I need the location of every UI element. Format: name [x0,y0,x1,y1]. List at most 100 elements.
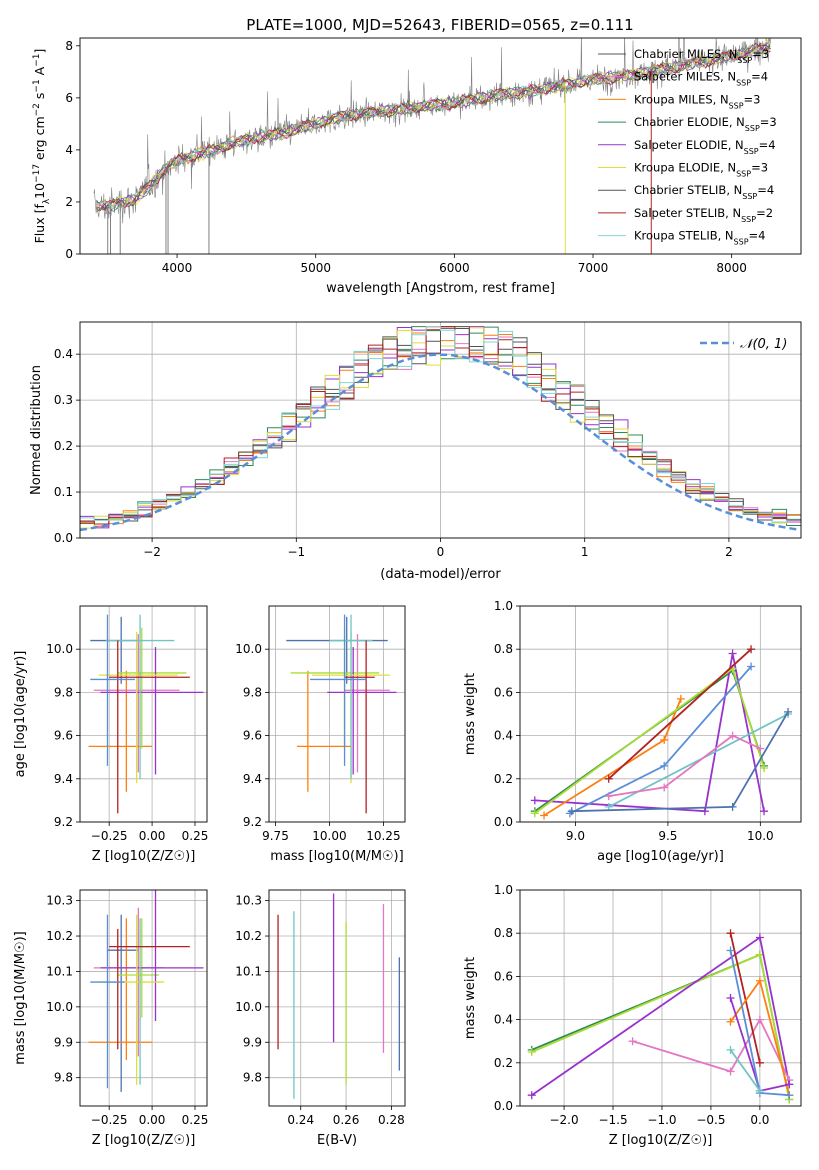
legend-sub: SSP [736,78,751,87]
legend-label: Kroupa STELIB, N [634,229,734,243]
y-tick-label: 9.9 [243,1035,262,1049]
y-tick-label: 1.0 [494,883,513,897]
weight-marker [784,707,793,716]
weight-marker [785,1080,794,1089]
model-spectrum-8 [96,43,771,210]
weight-marker [760,807,769,816]
plot-area-age_vs_Z [80,606,207,822]
y-tick-label: 1.0 [494,599,513,613]
y-tick-label: 0.3 [54,393,73,407]
weight-marker [676,694,685,703]
y-tick-label: 0.0 [54,531,73,545]
axes-frame [519,605,802,823]
x-tick-label: −0.25 [91,1113,128,1127]
y-tick-label: 9.6 [243,729,262,743]
x-axis-label: wavelength [Angstrom, rest frame] [326,281,555,296]
legend-entry: Salpeter ELODIE, NSSP=4 [634,138,776,156]
y-tick-label: 9.2 [243,815,262,829]
legend-entry: Chabrier STELIB, NSSP=4 [634,183,774,201]
y-tick-label: 9.8 [243,685,262,699]
y-tick-label: 0.6 [494,969,513,983]
legend-entry: Salpeter MILES, NSSP=4 [634,70,768,88]
x-tick-label: −1.5 [598,1113,627,1127]
y-axis-label-part: λ [42,198,52,204]
plot-area-residuals [80,322,801,538]
y-tick-label: 0.8 [494,926,513,940]
y-tick-label: 8 [65,39,73,53]
y-tick-label: 10.2 [235,929,262,943]
y-tick-label: 0.4 [494,729,513,743]
weight-marker [660,761,669,770]
y-tick-label: 10.2 [46,929,73,943]
plot-area-weight_vs_age [520,606,801,822]
weight-marker [604,774,613,783]
x-tick-label: 5000 [300,261,331,275]
plot-area-spectrum [93,38,771,254]
panel-age_vs_Z: −0.25 0.00 0.25 9.2 9.4 9.6 9.8 10.0 Z [log10(Z/… [13,605,208,864]
weight-marker [755,1058,764,1067]
axes-frame [79,321,802,539]
legend-sub: SSP [742,192,757,201]
x-tick-label: −1 [287,545,305,559]
panel-age_vs_mass: 9.75 10.00 10.25 9.2 9.4 9.6 9.8 10.0 mass [log1… [235,605,406,864]
weight-line-4 [729,933,761,1063]
weight-line-4 [608,648,752,780]
y-axis-label-part: erg cm [32,116,47,164]
legend-label: Chabrier MILES, N [634,47,737,61]
x-axis-label: age [log10(age/yr)] [597,849,724,864]
weight-marker [628,1037,637,1046]
panel-residuals: −2 −1 0 1 2 0.0 0.1 0.2 0.3 0.4 (data-model)/error… [29,321,802,582]
legend-entry: Kroupa MILES, NSSP=3 [634,92,760,110]
weight-line-8 [729,1049,761,1092]
panel-weight_vs_age: 9.0 9.5 10.0 0.0 0.2 0.4 0.6 0.8 1.0 age [log10(a… [463,599,802,864]
weight-marker [726,1067,735,1076]
legend-entry: 𝒩(0, 1) [740,337,787,352]
x-tick-label: 9.0 [566,829,585,843]
y-tick-label: 2 [65,195,73,209]
y-axis-label: Flux [fλ10−17 erg cm−2 s−1 A−1] [32,49,52,244]
y-axis-label: Normed distribution [29,365,44,495]
legend-suffix: =3 [744,92,761,106]
legend-sub: SSP [744,146,759,155]
panel-weight_vs_Z: −2.0 −1.5 −1.0 −0.5 0.0 0.0 0.2 0.4 0.6 0.8 1.0 Z [… [463,883,802,1148]
weight-marker [726,1017,735,1026]
residual-histogram-8 [80,326,801,523]
x-tick-label: 7000 [578,261,609,275]
legend-suffix: =4 [751,70,768,84]
x-tick-label: −2 [143,545,161,559]
x-tick-label: 1 [581,545,589,559]
axes-frame [79,37,802,255]
legend-entry: Kroupa STELIB, NSSP=4 [634,229,765,247]
x-tick-label: 6000 [439,261,470,275]
y-tick-label: 9.8 [54,685,73,699]
weight-marker [755,1015,764,1024]
x-tick-label: 2 [725,545,733,559]
y-axis-label: mass [log10(M/M☉)] [13,931,28,1064]
legend-label: Salpeter ELODIE, N [634,138,744,152]
x-tick-label: 0.28 [378,1113,405,1127]
weight-marker [756,744,765,753]
y-axis-label: mass weight [463,673,478,755]
weight-marker [540,811,549,820]
x-axis-label: Z [log10(Z/Z☉)] [92,1133,196,1148]
axes-frame [519,889,802,1107]
y-axis-label-part: s [32,93,47,104]
legend-entry: Chabrier MILES, NSSP=3 [634,47,769,65]
y-tick-label: 9.8 [243,1071,262,1085]
y-axis-label-part: −1 [32,54,42,67]
legend-label: Chabrier ELODIE, N [634,115,745,129]
legend-sub: SSP [729,101,744,110]
axes-frame [268,605,406,823]
weight-marker [567,807,576,816]
normal-curve [80,353,799,532]
weight-marker [726,929,735,938]
x-axis-label: mass [log10(M/M☉)] [270,849,403,864]
y-tick-label: 0.0 [494,815,513,829]
x-tick-label: 9.75 [262,829,289,843]
legend-label: Kroupa ELODIE, N [634,161,736,175]
legend-sub: SSP [736,169,751,178]
plot-area-mass_vs_Z [80,890,207,1106]
axes-frame [268,889,406,1107]
weight-marker [728,802,737,811]
legend-suffix: =3 [760,115,777,129]
